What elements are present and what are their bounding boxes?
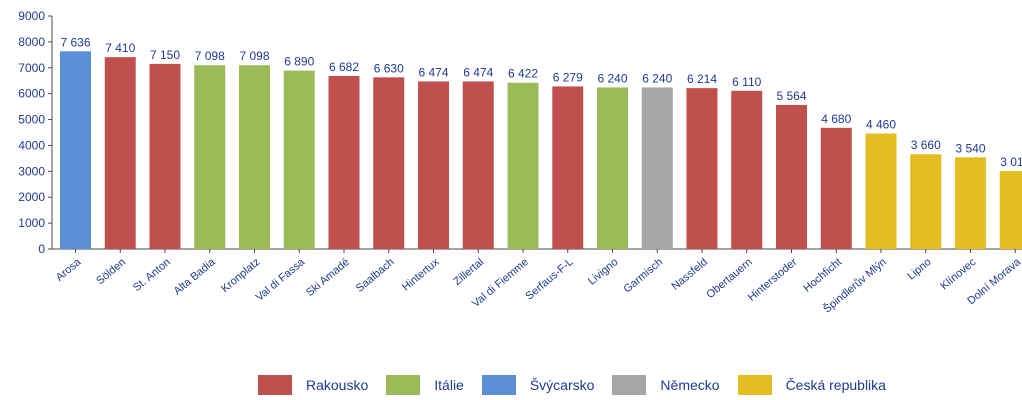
data-label: 7 098 (239, 49, 269, 63)
data-label: 6 682 (329, 60, 359, 74)
category-label: Val di Fassa (254, 256, 308, 304)
category-label: Hintertux (400, 256, 442, 294)
category-label: Alta Badia (172, 256, 219, 298)
bar (552, 86, 584, 249)
bar (641, 87, 673, 249)
category-label: Sölden (94, 256, 128, 287)
y-tick-label: 0 (38, 242, 45, 256)
y-tick-label: 5000 (18, 113, 45, 127)
data-label: 6 422 (508, 67, 538, 81)
y-tick-label: 8000 (18, 35, 45, 49)
y-tick-label: 7000 (18, 61, 45, 75)
bar (462, 81, 494, 250)
legend-label: Rakousko (306, 377, 369, 393)
bar (776, 104, 807, 249)
data-label: 7 150 (150, 48, 180, 62)
data-label: 6 630 (374, 61, 404, 75)
legend-swatch (612, 375, 647, 395)
bars (60, 51, 1022, 253)
data-label: 6 474 (418, 65, 448, 79)
category-label: Hochficht (801, 256, 844, 295)
bar (194, 65, 226, 250)
data-label: 7 636 (60, 35, 90, 49)
category-label: Kronplatz (219, 256, 262, 295)
category-label: Garmisch (621, 256, 665, 295)
data-label: 3 010 (1000, 155, 1022, 169)
bar (597, 87, 628, 249)
bar (999, 171, 1022, 249)
bar (865, 133, 897, 249)
data-label: 6 890 (284, 55, 314, 69)
legend-label: Česká republika (785, 377, 886, 393)
bar (418, 81, 449, 250)
y-tick-label: 6000 (18, 87, 45, 101)
y-tick-label: 3000 (18, 164, 45, 178)
data-label: 4 460 (866, 118, 896, 132)
legend-swatch (386, 375, 421, 395)
bar (239, 65, 270, 250)
legend-label: Itálie (434, 377, 464, 393)
data-label: 3 540 (955, 141, 985, 155)
bar (955, 157, 986, 249)
y-tick-label: 1000 (18, 216, 45, 230)
category-label: Livigno (586, 256, 620, 288)
y-tick-label: 9000 (18, 9, 45, 23)
y-tick-label: 4000 (18, 138, 45, 152)
legend-item: Německo (612, 375, 720, 395)
data-label: 6 110 (732, 75, 761, 89)
bar (104, 57, 136, 250)
bar (686, 88, 718, 250)
data-label: 4 680 (821, 112, 851, 126)
data-label: 7 410 (105, 41, 135, 55)
data-label: 6 474 (463, 65, 493, 79)
category-label: Hinterstoder (746, 256, 800, 304)
legend-swatch (258, 375, 292, 395)
bar (60, 51, 91, 250)
legend-label: Švýcarsko (529, 377, 595, 393)
data-label: 6 240 (642, 71, 672, 85)
data-label: 6 214 (687, 72, 717, 86)
data-label: 5 564 (776, 89, 806, 103)
legend-label: Německo (660, 377, 720, 393)
category-label: Klínovec (938, 256, 978, 293)
category-label: Lipno (905, 256, 933, 282)
data-label: 6 240 (597, 71, 627, 85)
data-label: 3 660 (911, 138, 941, 152)
bar (283, 70, 315, 250)
category-label: St. Anton (131, 256, 173, 294)
bar (910, 154, 942, 249)
legend-item: Česká republika (737, 375, 886, 395)
legend-item: Itálie (386, 375, 464, 395)
legend-swatch (481, 375, 516, 395)
data-label: 7 098 (195, 49, 225, 63)
bar (731, 90, 763, 250)
bar (820, 127, 852, 249)
category-label: Nassfeld (669, 256, 709, 293)
data-label: 6 279 (553, 70, 583, 84)
bar (149, 63, 181, 250)
category-label: Saalbach (354, 256, 397, 295)
category-label: Serfaus-F-L (523, 256, 575, 303)
y-tick-label: 2000 (18, 190, 45, 204)
data-labels: 7 636 7 410 7 150 7 098 7 098 6 890 6 682 6 630… (60, 35, 1022, 169)
legend-item: Rakousko (258, 375, 368, 395)
legend: Rakousko Itálie Švýcarsko Německo Česká repu… (258, 370, 904, 400)
bar (373, 77, 405, 250)
bar (328, 76, 360, 250)
category-label: Arosa (54, 256, 84, 284)
category-label: Ski Amadé (304, 256, 352, 299)
category-label: Zillertal (451, 256, 486, 288)
bar (507, 82, 539, 250)
bar-chart: 0 1000 2000 3000 4000 5000 6000 7000 8000 9000 7 … (18, 9, 1022, 316)
legend-swatch (737, 375, 772, 395)
legend-item: Švýcarsko (481, 375, 595, 395)
